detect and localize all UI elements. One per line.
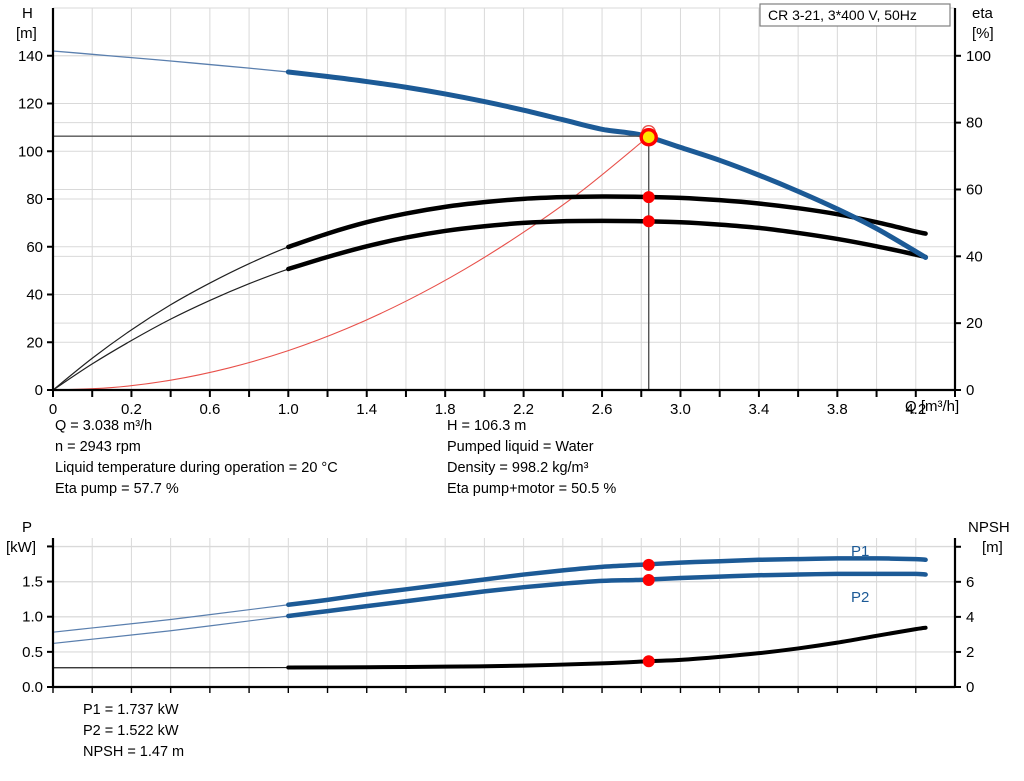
lower-left-tick-label: 0.0	[22, 679, 43, 696]
info-npsh: NPSH = 1.47 m	[83, 744, 185, 760]
upper-axes	[47, 8, 961, 397]
upper-left-tick-label: 60	[26, 239, 43, 256]
info-speed: n = 2943 rpm	[55, 439, 141, 455]
info-density: Density = 998.2 kg/m³	[447, 460, 589, 476]
upper-x-tick-label: 0	[49, 401, 57, 415]
upper-right-tick-label: 20	[966, 315, 983, 332]
upper-right-axis-title-line2: [%]	[972, 25, 994, 42]
eta-pump-motor-curve	[286, 218, 928, 272]
upper-x-tick-label: 3.0	[670, 401, 691, 415]
npsh-duty-marker	[642, 655, 655, 668]
eta-pump-motor-duty-marker	[642, 215, 655, 228]
p2-curve-thin	[52, 573, 926, 645]
upper-left-tick-label: 120	[18, 96, 43, 113]
lower-right-axis-title-line1: NPSH	[968, 519, 1010, 536]
lower-right-tick-label: 0	[966, 679, 974, 696]
p2-duty-marker	[642, 574, 655, 587]
upper-x-tick-label: 1.8	[435, 401, 456, 415]
p2-curve-label: P2	[851, 589, 869, 606]
upper-x-tick-label: 0.6	[199, 401, 220, 415]
p1-duty-marker	[642, 558, 655, 571]
lower-right-tick-label: 2	[966, 644, 974, 661]
upper-left-axis-title-line1: H	[22, 5, 33, 22]
lower-curves	[52, 556, 928, 670]
upper-x-tick-label: 3.4	[748, 401, 769, 415]
lower-right-tick-label: 6	[966, 574, 974, 591]
upper-left-tick-label: 140	[18, 48, 43, 65]
lower-left-tick-label: 1.5	[22, 574, 43, 591]
upper-right-tick-label: 40	[966, 248, 983, 265]
info-eta-pump: Eta pump = 57.7 %	[55, 481, 179, 497]
lower-left-axis-title-line2: [kW]	[6, 539, 36, 556]
eta-pump-curve	[286, 194, 928, 250]
info-q: Q = 3.038 m³/h	[55, 418, 153, 434]
upper-x-tick-label: 0.2	[121, 401, 142, 415]
upper-left-tick-label: 20	[26, 334, 43, 351]
upper-right-tick-label: 100	[966, 48, 991, 65]
upper-x-axis-title: Q [m³/h]	[905, 398, 959, 415]
chart-title-label: CR 3-21, 3*400 V, 50Hz	[768, 7, 917, 23]
info-p1: P1 = 1.737 kW	[83, 702, 179, 718]
upper-x-tick-label: 2.2	[513, 401, 534, 415]
lower-right-tick-label: 4	[966, 609, 974, 626]
head-efficiency-chart: 0 20 40 60 80 100 120 140 0 20 40 60 80 100 0 0.2 0.6 1.0…	[16, 3, 994, 415]
head-duty-marker	[639, 128, 658, 147]
info-eta-pump-motor: Eta pump+motor = 50.5 %	[447, 481, 617, 497]
upper-right-tick-label: 60	[966, 181, 983, 198]
lower-axis-labels: 0.0 0.5 1.0 1.5 0 2 4 6	[22, 574, 974, 696]
info-liquid-temperature: Liquid temperature during operation = 20…	[55, 460, 338, 476]
npsh-curve	[286, 625, 928, 670]
upper-x-tick-label: 3.8	[827, 401, 848, 415]
system-curve	[52, 135, 650, 391]
lower-left-axis-title-line1: P	[22, 519, 32, 536]
upper-x-tick-label: 1.0	[278, 401, 299, 415]
upper-left-tick-label: 0	[35, 382, 43, 399]
lower-axes	[47, 538, 961, 693]
upper-curves	[52, 50, 929, 391]
upper-right-tick-label: 80	[966, 115, 983, 132]
upper-x-tick-label: 2.6	[592, 401, 613, 415]
chart-title-box	[759, 3, 951, 27]
power-npsh-chart: 0.0 0.5 1.0 1.5 0 2 4 6 P [kW] NPSH [m] P1 P2	[0, 512, 1024, 710]
upper-left-tick-label: 80	[26, 191, 43, 208]
p1-curve-thin	[52, 557, 926, 633]
upper-x-tick-label: 1.4	[356, 401, 377, 415]
upper-left-axis-title-line2: [m]	[16, 25, 37, 42]
head-efficiency-svg: 0 20 40 60 80 100 120 140 0 20 40 60 80 100 0 0.2 0.6 1.0…	[16, 3, 994, 415]
eta-pump-duty-marker	[642, 191, 655, 204]
upper-right-axis-title-line1: eta	[972, 5, 994, 22]
upper-axis-labels: 0 20 40 60 80 100 120 140 0 20 40 60 80 100 0 0.2 0.6 1.0…	[18, 48, 991, 415]
head-curve	[285, 69, 929, 260]
upper-info-block: Q = 3.038 m³/h n = 2943 rpm Liquid tempe…	[0, 418, 1024, 510]
p1-curve	[286, 556, 928, 608]
lower-right-axis-title-line2: [m]	[982, 539, 1003, 556]
upper-left-tick-label: 100	[18, 143, 43, 160]
p2-curve	[286, 571, 928, 619]
info-head: H = 106.3 m	[447, 418, 527, 434]
lower-left-tick-label: 1.0	[22, 609, 43, 626]
info-p2: P2 = 1.522 kW	[83, 723, 179, 739]
p1-curve-label: P1	[851, 543, 869, 560]
lower-info-block: P1 = 1.737 kW P2 = 1.522 kW NPSH = 1.47 …	[0, 702, 1024, 778]
upper-left-tick-label: 40	[26, 287, 43, 304]
upper-right-tick-label: 0	[966, 382, 974, 399]
info-pumped-liquid: Pumped liquid = Water	[447, 439, 594, 455]
lower-left-tick-label: 0.5	[22, 644, 43, 661]
power-npsh-svg: 0.0 0.5 1.0 1.5 0 2 4 6 P [kW] NPSH [m] P1 P2	[6, 519, 1010, 696]
upper-x-tick-label: 4.2	[905, 401, 926, 415]
